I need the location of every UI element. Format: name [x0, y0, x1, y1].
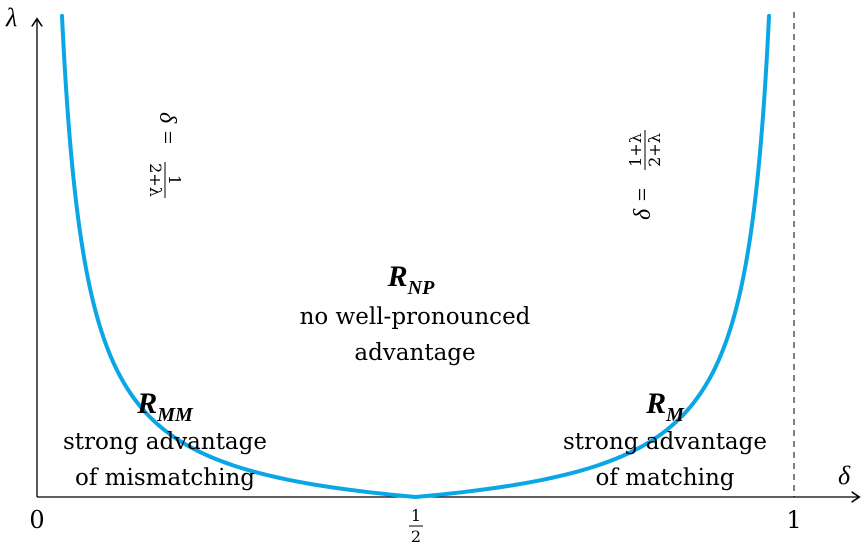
region-np-label: RNP no well-pronounced advantage [300, 260, 531, 366]
region-np-title: RNP [387, 260, 435, 299]
region-m-title: RM [645, 387, 685, 426]
right-curve-label-numerator: 1+λ [626, 133, 645, 167]
region-mm-title: RMM [136, 387, 194, 426]
region-m-label: RM strong advantage of matching [563, 387, 767, 491]
x-tick-zero: 0 [29, 506, 44, 534]
x-tick-half-numerator: 1 [411, 506, 421, 525]
region-np-line1: no well-pronounced [300, 304, 531, 330]
x-tick-half: 1 2 [409, 506, 423, 546]
left-curve-label: δ = 1 2+λ [146, 112, 184, 198]
region-np-line2: advantage [354, 340, 475, 366]
left-curve-label-lhs: δ = [154, 112, 180, 145]
x-axis-label: δ [838, 461, 851, 490]
left-curve-label-numerator: 1 [165, 175, 184, 185]
left-boundary-curve [59, 13, 418, 499]
right-curve-label-denominator: 2+λ [645, 133, 664, 167]
x-tick-one: 1 [786, 506, 801, 534]
region-mm-line1: strong advantage [63, 429, 267, 455]
left-curve-label-denominator: 2+λ [146, 163, 165, 197]
region-mm-line2: of mismatching [75, 465, 255, 491]
right-curve-label: δ = 1+λ 2+λ [626, 130, 664, 220]
y-axis-label: λ [5, 3, 17, 32]
region-m-line1: strong advantage [563, 429, 767, 455]
right-curve-label-lhs: δ = [630, 187, 656, 220]
x-tick-half-denominator: 2 [411, 527, 421, 546]
region-mm-label: RMM strong advantage of mismatching [63, 387, 267, 491]
region-m-line2: of matching [595, 465, 734, 491]
right-boundary-curve [413, 13, 772, 499]
